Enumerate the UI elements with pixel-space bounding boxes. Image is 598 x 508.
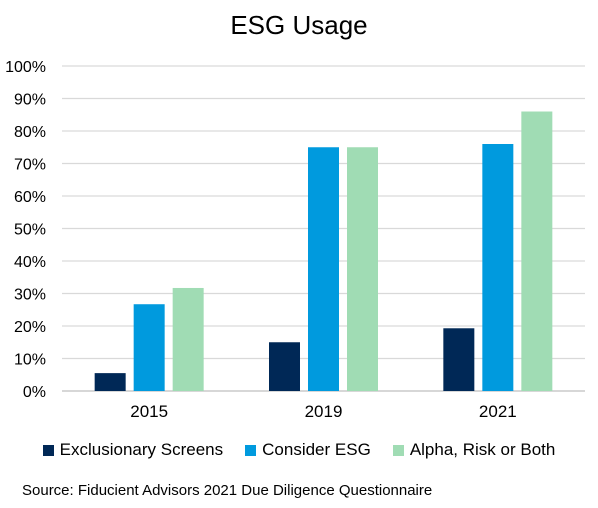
x-category-label: 2021 (479, 402, 517, 421)
bar-alpha-risk-or-both-2015 (172, 287, 204, 391)
legend-swatch (42, 444, 54, 456)
y-tick-label: 20% (14, 319, 46, 336)
legend-swatch (392, 444, 404, 456)
bar-consider-esg-2015 (133, 304, 165, 391)
bar-consider-esg-2019 (308, 147, 339, 391)
x-axis-category-labels: 2015 2019 2021 (130, 402, 516, 421)
bar-exclusionary-screens-2019 (269, 342, 300, 391)
legend-label: Alpha, Risk or Both (409, 440, 556, 459)
bar-exclusionary-screens-2021 (443, 328, 475, 391)
bar-alpha-risk-or-both-2021 (521, 111, 553, 391)
y-axis-tick-labels: 0% 10% 20% 30% 40% 50% 60% 70% 80% 90% 100% (5, 59, 46, 401)
y-tick-label: 0% (23, 384, 46, 401)
y-tick-label: 10% (14, 352, 46, 369)
y-tick-label: 100% (5, 59, 46, 76)
y-tick-label: 90% (14, 92, 46, 109)
y-tick-label: 60% (14, 189, 46, 206)
bar-consider-esg-2021 (482, 144, 514, 391)
y-tick-label: 30% (14, 287, 46, 304)
legend-swatch (245, 444, 257, 456)
legend-label: Consider ESG (262, 440, 371, 459)
legend: Exclusionary Screens Consider ESG Alpha, R… (0, 440, 598, 460)
y-tick-label: 70% (14, 157, 46, 174)
bars (94, 111, 553, 391)
legend-item: Alpha, Risk or Both (392, 440, 556, 460)
bar-exclusionary-screens-2015 (94, 373, 126, 391)
legend-item: Consider ESG (245, 440, 371, 460)
legend-label: Exclusionary Screens (59, 440, 224, 459)
y-tick-label: 50% (14, 222, 46, 239)
legend-item: Exclusionary Screens (42, 440, 224, 460)
y-tick-label: 40% (14, 254, 46, 271)
x-category-label: 2015 (130, 402, 168, 421)
source-note: Source: Fiducient Advisors 2021 Due Dili… (22, 482, 433, 499)
y-tick-label: 80% (14, 124, 46, 141)
chart-title: ESG Usage (230, 10, 368, 40)
bar-alpha-risk-or-both-2019 (347, 147, 378, 391)
x-category-label: 2019 (305, 402, 343, 421)
